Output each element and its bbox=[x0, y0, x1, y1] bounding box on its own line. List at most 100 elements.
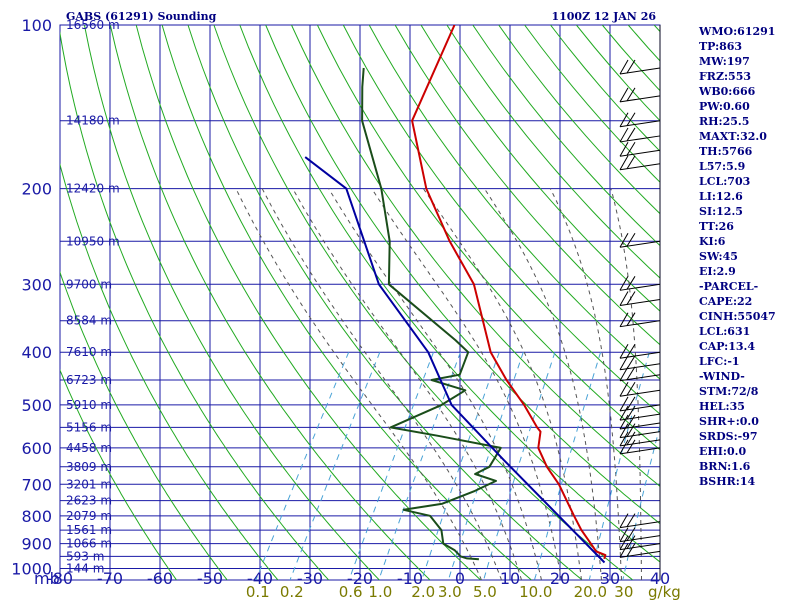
temperature-tick-label: -80 bbox=[47, 569, 73, 588]
wind-barb-staff bbox=[619, 351, 661, 359]
mixing-ratio-tick-label: 30 bbox=[614, 583, 633, 600]
dry-adiabat bbox=[60, 368, 177, 580]
wind-barb-flag bbox=[619, 423, 629, 438]
moist-adiabat bbox=[292, 188, 522, 580]
wind-barb bbox=[619, 127, 661, 143]
wind-barb-staff bbox=[619, 283, 661, 291]
parcel-path bbox=[304, 156, 606, 564]
height-label: 3809 m bbox=[66, 460, 112, 474]
wind-barb-flag bbox=[619, 535, 629, 550]
wind-barb-flag bbox=[626, 141, 636, 156]
wind-barb-flag bbox=[626, 355, 636, 369]
wind-barb bbox=[619, 535, 661, 551]
wind-barb bbox=[619, 423, 661, 439]
index-value: MW:197 bbox=[699, 55, 750, 68]
index-value: WMO:61291 bbox=[698, 25, 775, 38]
wind-barb-staff bbox=[619, 404, 661, 412]
wind-barb bbox=[619, 276, 661, 291]
wind-barb-staff bbox=[619, 447, 661, 455]
wind-barb-flag bbox=[619, 141, 629, 157]
wind-barb-flag bbox=[619, 382, 629, 397]
wind-barb bbox=[619, 405, 661, 421]
wind-barb-flag bbox=[619, 414, 629, 430]
dry-adiabat bbox=[316, 25, 660, 451]
mixing-ratio-line bbox=[483, 352, 556, 580]
wind-barb-flag bbox=[626, 513, 636, 527]
dry-adiabat bbox=[109, 25, 431, 580]
mixing-ratio-unit-label: g/kg bbox=[648, 583, 681, 600]
height-label: 12420 m bbox=[66, 182, 120, 196]
wind-barb-flag bbox=[619, 312, 629, 327]
dry-adiabat bbox=[187, 25, 583, 580]
mixing-ratio-tick-label: 10.0 bbox=[519, 583, 552, 600]
wind-barb-flag bbox=[619, 355, 629, 370]
wind-barb-staff bbox=[619, 439, 661, 447]
mixing-ratio-line bbox=[622, 423, 660, 580]
wind-barb-flag bbox=[626, 343, 636, 358]
mixing-ratio-tick-label: 20.0 bbox=[574, 583, 607, 600]
mixing-ratio-line bbox=[348, 352, 434, 580]
wind-barb-flag bbox=[626, 59, 636, 74]
wind-barb bbox=[619, 543, 661, 558]
wind-barb-staff bbox=[619, 135, 661, 143]
wind-barb-flag bbox=[626, 87, 636, 102]
wind-barb-flag bbox=[626, 276, 636, 290]
wind-barb-staff bbox=[619, 521, 661, 529]
wind-barb-flag bbox=[626, 405, 636, 420]
dry-adiabat bbox=[265, 25, 660, 525]
height-label: 2623 m bbox=[66, 494, 112, 508]
index-value: L57:5.9 bbox=[699, 160, 745, 173]
wind-barb bbox=[619, 414, 661, 430]
dry-adiabat bbox=[213, 25, 634, 580]
wind-barb-flag bbox=[619, 155, 629, 170]
temperature-tick-label: 30 bbox=[600, 569, 620, 588]
pressure-tick-label: 800 bbox=[21, 507, 52, 526]
temperature-tick-label: -60 bbox=[147, 569, 173, 588]
wind-barb-staff bbox=[619, 413, 661, 421]
wind-barb-staff bbox=[619, 163, 661, 171]
temperature-tick-label: 40 bbox=[650, 569, 670, 588]
dry-adiabat bbox=[498, 25, 660, 215]
pressure-tick-label: 500 bbox=[21, 396, 52, 415]
index-value: PW:0.60 bbox=[699, 100, 750, 113]
wind-barb-staff bbox=[619, 550, 661, 558]
wind-barb-flag bbox=[626, 535, 636, 549]
index-value: LFC:-1 bbox=[699, 355, 740, 368]
index-value: CAPE:22 bbox=[699, 295, 752, 308]
mixing-ratio-tick-label: 2.0 bbox=[411, 583, 435, 600]
wind-barb bbox=[619, 439, 661, 455]
chart-title-left: GABS (61291) Sounding bbox=[66, 10, 217, 23]
wind-barb-flag bbox=[619, 396, 629, 412]
wind-barb bbox=[619, 312, 661, 328]
wind-barb-flag bbox=[626, 527, 636, 541]
index-value: KI:6 bbox=[699, 235, 726, 248]
labels-layer: GABS (61291) Sounding 1100Z 12 JAN 26 mb… bbox=[11, 10, 681, 600]
height-label: 7610 m bbox=[66, 345, 112, 359]
pressure-tick-label: 100 bbox=[21, 16, 52, 35]
mixing-ratio-tick-label: 0.1 bbox=[246, 583, 270, 600]
wind-barb-flag bbox=[626, 112, 636, 126]
wind-barb-flag bbox=[619, 112, 629, 127]
index-value: WB0:666 bbox=[698, 85, 756, 98]
wind-barb-staff bbox=[619, 120, 661, 128]
wind-barb-staff bbox=[619, 422, 661, 430]
dry-adiabat bbox=[60, 30, 329, 580]
pressure-tick-label: 400 bbox=[21, 343, 52, 362]
wind-barb-flag bbox=[626, 127, 636, 142]
wind-barb bbox=[619, 141, 661, 157]
index-value: RH:25.5 bbox=[699, 115, 749, 128]
moist-adiabat bbox=[549, 188, 622, 580]
dry-adiabat bbox=[60, 270, 228, 580]
background-lines-layer bbox=[60, 25, 660, 580]
wind-barb-staff bbox=[619, 67, 661, 75]
wind-barb bbox=[619, 396, 661, 412]
wind-barb-flag bbox=[626, 431, 636, 446]
height-label: 1066 m bbox=[66, 537, 112, 551]
wind-barb-flag bbox=[626, 382, 636, 396]
wind-barb bbox=[619, 87, 661, 103]
index-value: TH:5766 bbox=[699, 145, 753, 158]
index-value: EHI:0.0 bbox=[699, 445, 746, 458]
height-label: 4458 m bbox=[66, 441, 112, 455]
pressure-tick-label: 600 bbox=[21, 439, 52, 458]
